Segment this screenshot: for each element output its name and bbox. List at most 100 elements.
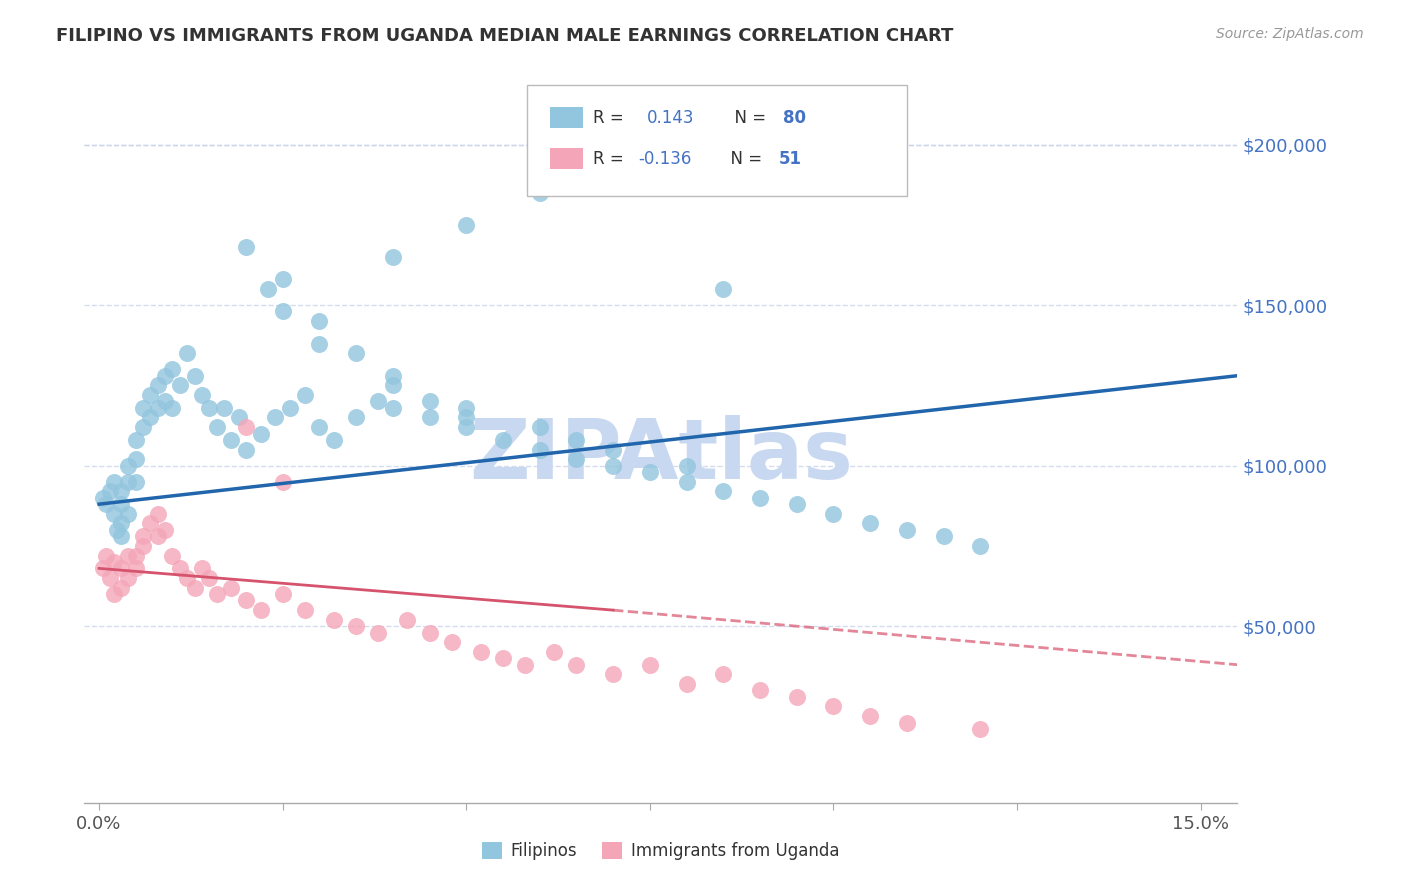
Point xyxy=(529,186,551,200)
Point xyxy=(153,394,176,409)
Point xyxy=(228,410,250,425)
Point xyxy=(117,475,139,489)
Point xyxy=(711,667,734,681)
Point xyxy=(110,497,132,511)
Point xyxy=(381,368,404,383)
Point xyxy=(146,529,169,543)
Point xyxy=(969,722,991,736)
Point xyxy=(932,529,955,543)
Point xyxy=(235,420,257,434)
Point xyxy=(602,442,624,457)
Point xyxy=(249,603,271,617)
Point xyxy=(110,581,132,595)
Point xyxy=(125,433,148,447)
Point xyxy=(381,401,404,415)
Point xyxy=(344,619,367,633)
Point xyxy=(565,433,588,447)
Point xyxy=(139,516,162,531)
Point xyxy=(198,571,221,585)
Point xyxy=(162,549,184,563)
Point xyxy=(344,346,367,360)
Point xyxy=(176,571,198,585)
Text: 80: 80 xyxy=(783,109,806,127)
Point xyxy=(602,667,624,681)
Point xyxy=(139,410,162,425)
Point xyxy=(132,401,155,415)
Text: N =: N = xyxy=(724,109,772,127)
Point xyxy=(153,523,176,537)
Point xyxy=(859,516,882,531)
Point xyxy=(418,410,440,425)
Point xyxy=(91,491,114,505)
Point xyxy=(418,625,440,640)
Text: R =: R = xyxy=(593,109,634,127)
Point xyxy=(110,516,132,531)
Point xyxy=(125,561,148,575)
Point xyxy=(205,420,228,434)
Point xyxy=(823,507,845,521)
Point xyxy=(91,561,114,575)
Point xyxy=(139,388,162,402)
Point xyxy=(96,497,118,511)
Point xyxy=(125,549,148,563)
Point xyxy=(638,657,661,672)
Text: R =: R = xyxy=(593,150,630,168)
Point xyxy=(271,272,294,286)
Point xyxy=(711,282,734,296)
Point xyxy=(110,529,132,543)
Point xyxy=(456,401,478,415)
Point xyxy=(381,250,404,264)
Text: Source: ZipAtlas.com: Source: ZipAtlas.com xyxy=(1216,27,1364,41)
Point xyxy=(294,603,316,617)
Point xyxy=(146,507,169,521)
Point xyxy=(492,433,515,447)
Point xyxy=(786,497,808,511)
Point xyxy=(219,581,242,595)
Point xyxy=(107,523,129,537)
Point xyxy=(823,699,845,714)
Point xyxy=(271,304,294,318)
Point xyxy=(675,458,697,473)
Point xyxy=(543,645,565,659)
Point xyxy=(675,475,697,489)
Point xyxy=(456,410,478,425)
Point xyxy=(529,420,551,434)
Point xyxy=(456,420,478,434)
Point xyxy=(675,677,697,691)
Point xyxy=(191,388,214,402)
Point xyxy=(103,587,125,601)
Point xyxy=(529,442,551,457)
Point xyxy=(103,507,125,521)
Point xyxy=(146,378,169,392)
Text: FILIPINO VS IMMIGRANTS FROM UGANDA MEDIAN MALE EARNINGS CORRELATION CHART: FILIPINO VS IMMIGRANTS FROM UGANDA MEDIA… xyxy=(56,27,953,45)
Point xyxy=(169,378,191,392)
Point xyxy=(367,394,389,409)
Point xyxy=(103,475,125,489)
Point xyxy=(235,240,257,254)
Point xyxy=(176,346,198,360)
Point xyxy=(132,529,155,543)
Text: 0.143: 0.143 xyxy=(647,109,695,127)
Point xyxy=(125,475,148,489)
Point xyxy=(183,581,205,595)
Point xyxy=(169,561,191,575)
Point xyxy=(859,709,882,723)
Point xyxy=(308,314,330,328)
Point xyxy=(264,410,287,425)
Point xyxy=(117,458,139,473)
Legend: Filipinos, Immigrants from Uganda: Filipinos, Immigrants from Uganda xyxy=(475,835,846,867)
Point xyxy=(117,571,139,585)
Point xyxy=(162,362,184,376)
Point xyxy=(110,561,132,575)
Point xyxy=(110,484,132,499)
Point xyxy=(117,549,139,563)
Point xyxy=(132,539,155,553)
Point xyxy=(212,401,235,415)
Point xyxy=(565,657,588,672)
Point xyxy=(98,484,121,499)
Point xyxy=(492,9,515,23)
Point xyxy=(323,613,346,627)
Point xyxy=(117,507,139,521)
Point xyxy=(711,484,734,499)
Point xyxy=(132,420,155,434)
